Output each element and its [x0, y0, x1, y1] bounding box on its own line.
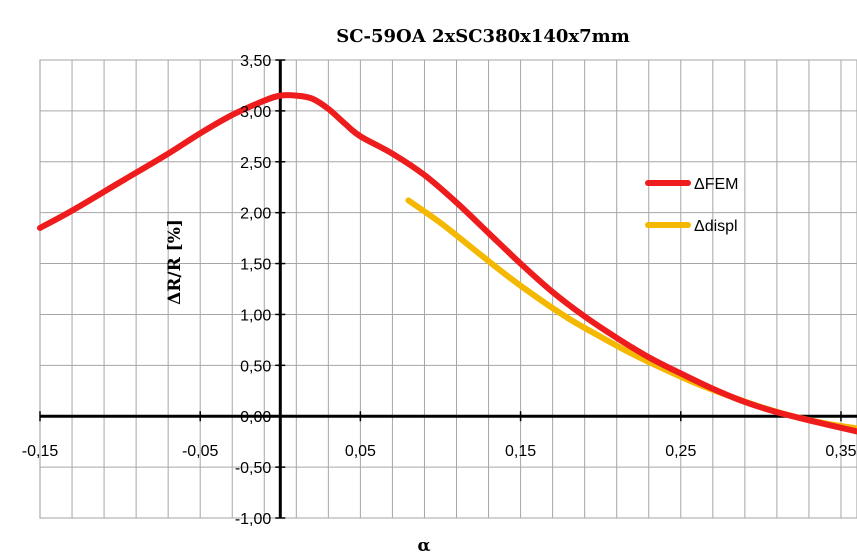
- tick-labels: -1,00 -0,50 0,00 0,50 1,00 1,50 2,00 2,50 3,00 3,…: [22, 53, 857, 528]
- series-line: [37, 92, 857, 435]
- x-tick-label: -0,15: [22, 443, 59, 460]
- x-tick-label: 0,05: [345, 443, 376, 460]
- x-tick-label: 0,35: [825, 443, 856, 460]
- y-tick-label: 1,00: [240, 307, 271, 324]
- plot-area: [39, 59, 857, 519]
- y-tick-label: 0,50: [240, 358, 271, 375]
- y-axis-label: ΔR/R [%]: [165, 219, 185, 305]
- axes: [39, 59, 857, 519]
- y-tick-label: 3,00: [240, 104, 271, 121]
- legend-label: Δdispl: [694, 218, 738, 235]
- y-tick-label: -0,50: [235, 460, 272, 477]
- legend-label: ΔFEM: [694, 176, 738, 193]
- chart-title: SC-59OA 2xSC380x140x7mm: [336, 26, 630, 47]
- y-tick-label: 0,00: [240, 409, 271, 426]
- x-tick-label: -0,05: [182, 443, 219, 460]
- x-tick-label: 0,15: [505, 443, 536, 460]
- y-tick-label: 2,50: [240, 155, 271, 172]
- y-tick-label: 2,00: [240, 206, 271, 223]
- x-tick-label: 0,25: [665, 443, 696, 460]
- legend: ΔFEM Δdispl: [645, 176, 738, 235]
- series-lines: [37, 92, 857, 435]
- y-tick-label: 3,50: [240, 53, 271, 70]
- x-axis-label: α: [417, 536, 430, 552]
- grid: [39, 59, 857, 519]
- y-tick-label: -1,00: [235, 511, 272, 528]
- y-tick-label: 1,50: [240, 257, 271, 274]
